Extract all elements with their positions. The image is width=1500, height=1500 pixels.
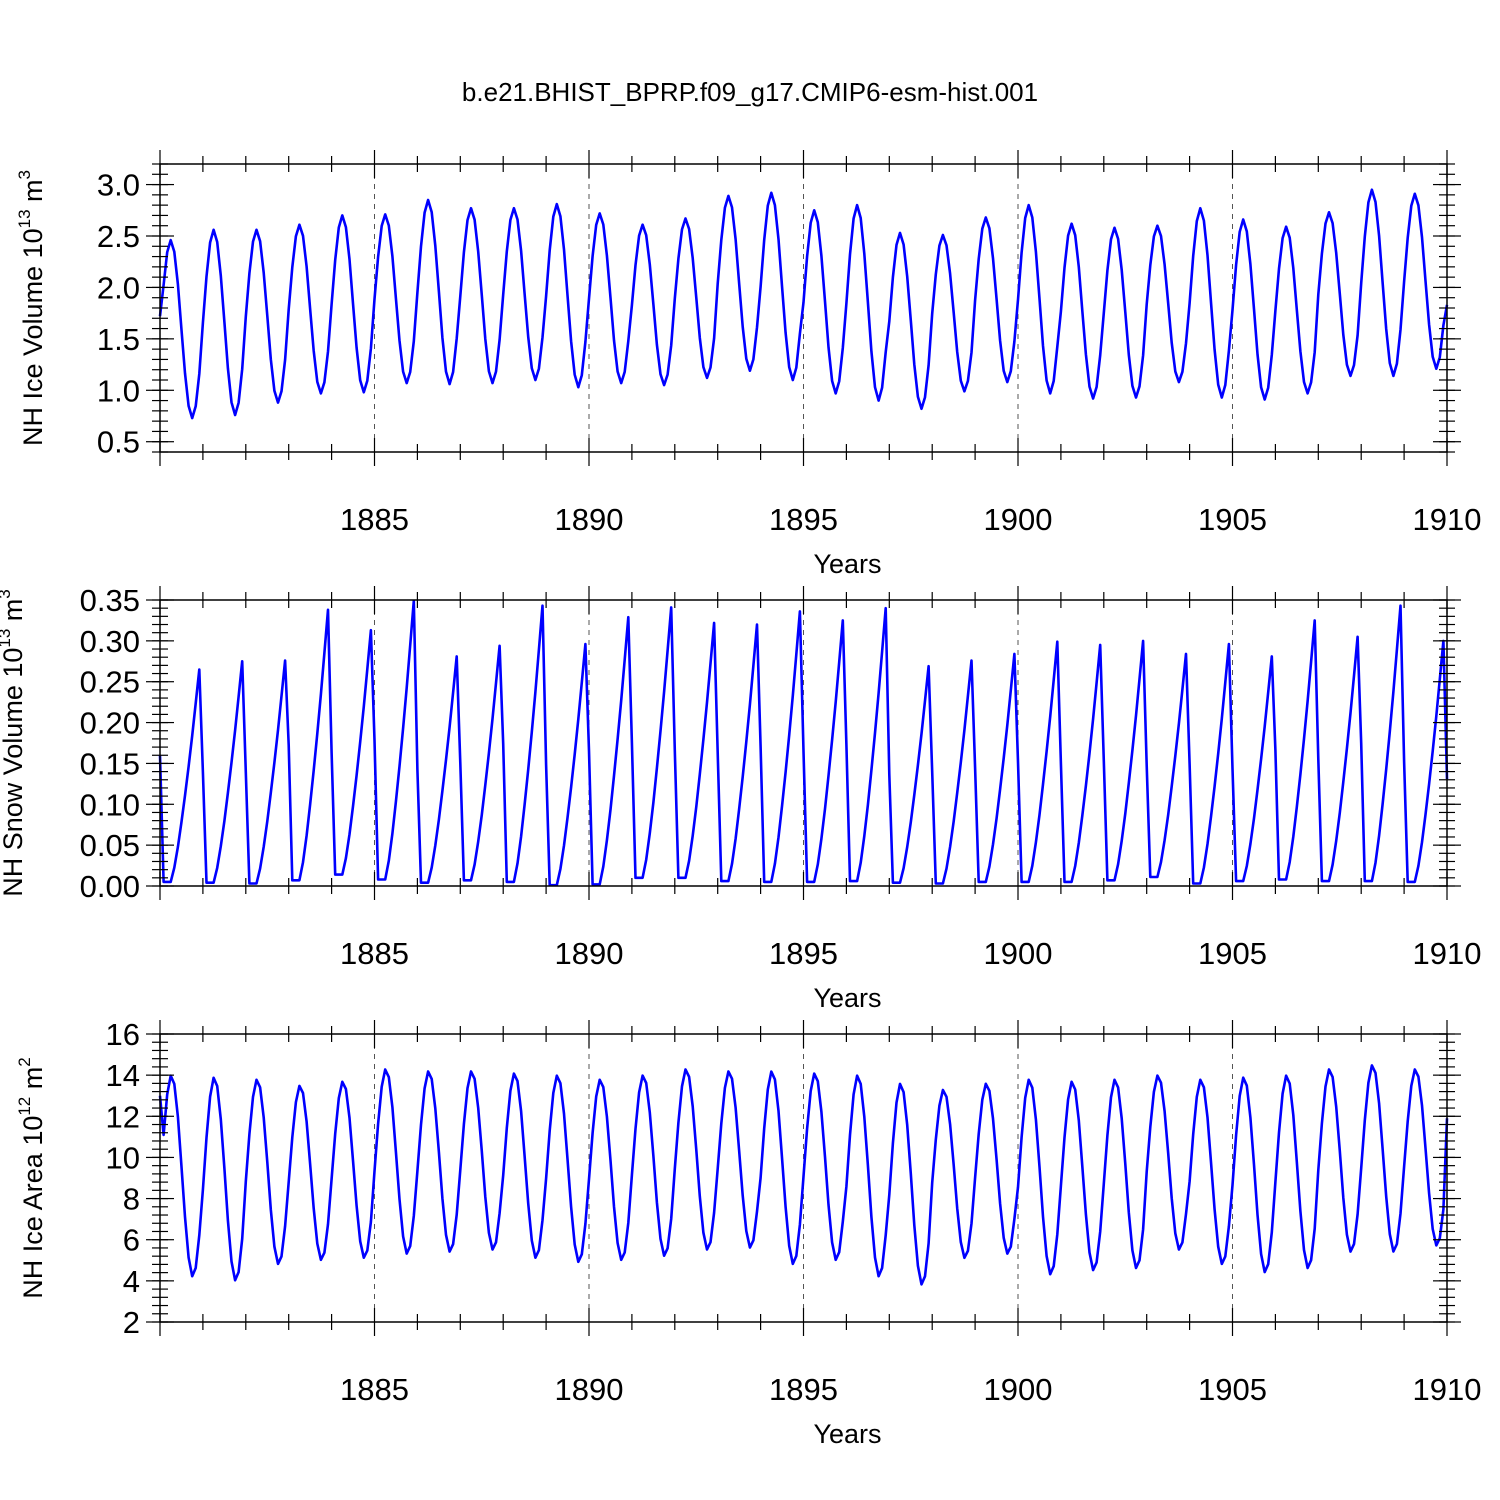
- ice-area-y-tick-label: 16: [106, 1017, 140, 1052]
- ice-volume-y-axis-label: NH Ice Volume 1013 m3: [15, 170, 48, 446]
- ice-area-y-tick-labels: 2 4 6 8 10 12 14 16: [106, 1017, 140, 1340]
- ice-area-x-tick-label: 1900: [984, 1372, 1053, 1407]
- snow-volume-y-tick-labels: 0.00 0.05 0.10 0.15 0.20 0.25 0.30 0.35: [80, 583, 140, 904]
- ice-area-y-tick-label: 2: [123, 1305, 140, 1340]
- ice-volume-x-tick-label: 1910: [1413, 502, 1482, 537]
- ice-area-y-tick-label: 14: [106, 1058, 140, 1093]
- snow-volume-y-tick-label: 0.05: [80, 828, 140, 863]
- snow-volume-x-tick-label: 1910: [1413, 936, 1482, 971]
- ice-volume-y-tick-label: 0.5: [97, 425, 140, 460]
- ice-area-x-tick-label: 1890: [555, 1372, 624, 1407]
- ice-area-x-axis-label: Years: [813, 1419, 881, 1449]
- ice-area-y-tick-label: 4: [123, 1264, 140, 1299]
- ice-area-x-tick-label: 1895: [769, 1372, 838, 1407]
- ice-area-panel: 1885 1890 1895 1900 1905 1910 2 4 6 8 10 12 14 16 Ye…: [15, 1017, 1481, 1449]
- ice-volume-ticks: [146, 150, 1461, 466]
- ice-area-x-tick-label: 1905: [1198, 1372, 1267, 1407]
- snow-volume-y-tick-label: 0.10: [80, 787, 140, 822]
- snow-volume-x-tick-label: 1905: [1198, 936, 1267, 971]
- snow-volume-y-axis-label: NH Snow Volume 1013 m3: [0, 589, 28, 897]
- snow-volume-y-tick-label: 0.30: [80, 624, 140, 659]
- ice-volume-x-axis-label: Years: [813, 549, 881, 579]
- ice-volume-x-tick-labels: 1885 1890 1895 1900 1905 1910: [340, 502, 1481, 537]
- ice-volume-y-tick-label: 1.0: [97, 373, 140, 408]
- snow-volume-y-tick-label: 0.35: [80, 583, 140, 618]
- ice-volume-y-tick-labels: 0.5 1.0 1.5 2.0 2.5 3.0: [97, 168, 140, 460]
- ice-area-ticks: [146, 1020, 1461, 1336]
- ice-area-line: [158, 1064, 1449, 1286]
- snow-volume-x-tick-labels: 1885 1890 1895 1900 1905 1910: [340, 936, 1481, 971]
- ice-volume-line: [158, 188, 1449, 420]
- ice-volume-y-tick-label: 2.0: [97, 270, 140, 305]
- snow-volume-x-tick-label: 1890: [555, 936, 624, 971]
- ice-volume-x-tick-label: 1885: [340, 502, 409, 537]
- snow-volume-x-axis-label: Years: [813, 983, 881, 1013]
- ice-volume-x-tick-label: 1895: [769, 502, 838, 537]
- ice-area-x-tick-labels: 1885 1890 1895 1900 1905 1910: [340, 1372, 1481, 1407]
- ice-area-y-tick-label: 10: [106, 1140, 140, 1175]
- snow-volume-y-tick-label: 0.00: [80, 869, 140, 904]
- ice-area-y-tick-label: 8: [123, 1182, 140, 1217]
- snow-volume-y-tick-label: 0.25: [80, 665, 140, 700]
- ice-volume-panel: 1885 1890 1895 1900 1905 1910 0.5 1.0 1.5 2.0 2.5…: [15, 150, 1481, 579]
- snow-volume-x-tick-label: 1900: [984, 936, 1053, 971]
- ice-area-y-tick-label: 12: [106, 1099, 140, 1134]
- snow-volume-ticks: [146, 586, 1461, 900]
- ice-volume-x-tick-label: 1900: [984, 502, 1053, 537]
- ice-volume-x-tick-label: 1890: [555, 502, 624, 537]
- ice-volume-y-tick-label: 2.5: [97, 219, 140, 254]
- ice-area-y-tick-label: 6: [123, 1223, 140, 1258]
- ice-area-y-axis-label: NH Ice Area 1012 m2: [15, 1057, 48, 1298]
- snow-volume-x-tick-label: 1895: [769, 936, 838, 971]
- snow-volume-x-tick-label: 1885: [340, 936, 409, 971]
- ice-volume-y-tick-label: 1.5: [97, 322, 140, 357]
- snow-volume-panel: 1885 1890 1895 1900 1905 1910 0.00 0.05 0.10 0.1…: [0, 583, 1481, 1013]
- ice-area-x-tick-label: 1885: [340, 1372, 409, 1407]
- ice-area-x-tick-label: 1910: [1413, 1372, 1482, 1407]
- snow-volume-y-tick-label: 0.20: [80, 706, 140, 741]
- figure-title: b.e21.BHIST_BPRP.f09_g17.CMIP6-esm-hist.…: [462, 77, 1038, 107]
- snow-volume-line: [158, 599, 1449, 887]
- snow-volume-y-tick-label: 0.15: [80, 746, 140, 781]
- ice-volume-x-tick-label: 1905: [1198, 502, 1267, 537]
- ice-volume-y-tick-label: 3.0: [97, 168, 140, 203]
